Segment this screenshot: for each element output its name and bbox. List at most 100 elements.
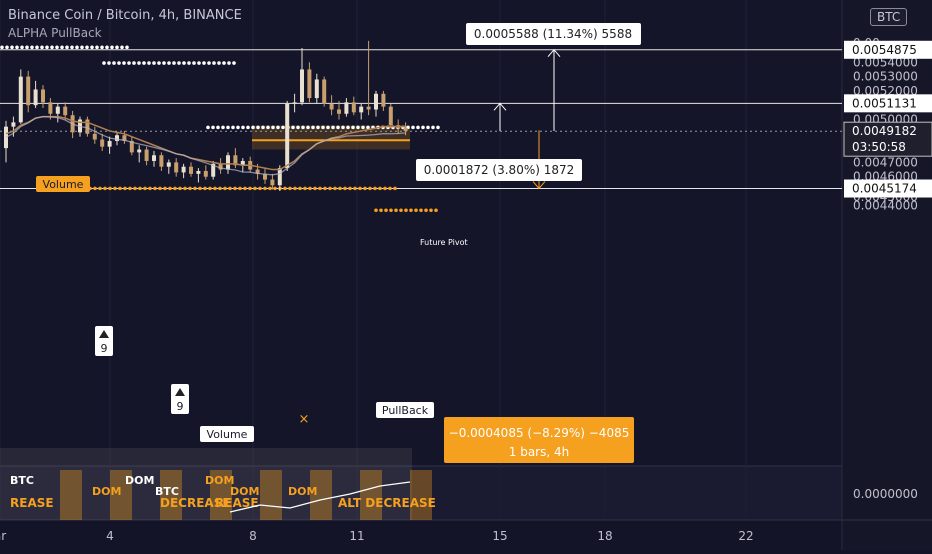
support-dots	[228, 186, 232, 191]
support-dots-right	[414, 208, 418, 213]
candle-body	[270, 179, 275, 186]
pivot-dots-top	[55, 45, 59, 50]
measure-label-down: −0.0004085 (−8.29%) −4085	[449, 426, 630, 440]
ema-line	[5, 115, 406, 171]
pivot-dots-top	[10, 45, 14, 50]
pivot-dots-upper	[162, 61, 166, 65]
support-dots	[383, 186, 387, 191]
future-pivot-dots	[246, 125, 250, 130]
pivot-dots-upper	[152, 61, 156, 65]
candle-body	[226, 155, 230, 170]
future-pivot-dots	[266, 125, 270, 130]
support-dots	[323, 186, 327, 191]
candle-body	[122, 135, 127, 141]
future-pivot-dots	[296, 125, 300, 130]
support-dots	[388, 186, 392, 191]
future-pivot-dots	[251, 125, 255, 130]
pivot-dots-upper	[132, 61, 136, 65]
price-tag-lower-bg	[844, 179, 932, 198]
pivot-dots-top	[35, 45, 39, 50]
measure-label-down-bg	[444, 417, 634, 463]
support-dots	[263, 186, 267, 191]
candle-body	[11, 122, 16, 127]
oscillator-band	[0, 448, 412, 520]
pivot-dots-top	[20, 45, 24, 50]
oscillator-tag: DOM	[230, 485, 259, 498]
pivot-dots-top	[85, 45, 89, 50]
support-dots	[338, 186, 342, 191]
future-pivot-dots	[276, 125, 280, 130]
support-dots	[203, 186, 207, 191]
candle-body	[115, 135, 119, 141]
measure-label-up-2: 0.0001872 (3.80%) 1872	[424, 163, 575, 177]
candle-body	[196, 170, 201, 174]
support-dots	[238, 186, 242, 191]
future-pivot-dots	[346, 125, 350, 130]
candle-body	[18, 76, 23, 123]
volume-tag: Volume	[43, 178, 84, 191]
support-dots-right	[424, 208, 428, 213]
pivot-dots-top	[45, 45, 49, 50]
candle-body	[218, 163, 223, 170]
support-dots	[308, 186, 312, 191]
pivot-dots-top	[105, 45, 109, 50]
pivot-dots-upper	[202, 61, 206, 65]
support-dots	[113, 186, 117, 191]
triangle-up-icon	[99, 330, 109, 338]
support-dots	[273, 186, 277, 191]
currency-badge[interactable]: BTC	[870, 8, 908, 26]
candle-body	[166, 162, 171, 167]
sequential-tag-bg	[95, 326, 113, 356]
volume-tag-bg	[36, 176, 90, 192]
pivot-dots-upper	[227, 61, 231, 65]
support-dots	[118, 186, 122, 191]
future-pivot-dots	[331, 125, 335, 130]
candle-body	[337, 109, 341, 114]
sequential-tag-bg	[171, 384, 189, 414]
future-pivot-dots	[301, 125, 305, 130]
support-dots	[258, 186, 262, 191]
support-dots	[253, 186, 257, 191]
oscillator-bar	[60, 470, 82, 520]
candle-body	[233, 155, 238, 166]
pivot-dots-upper	[222, 61, 226, 65]
volume-tag-bottom-bg	[200, 426, 254, 442]
support-dots-right	[379, 208, 383, 213]
time-axis-label: 11	[349, 529, 364, 543]
sma-line	[5, 116, 406, 176]
measure-arrowhead-down	[532, 181, 546, 190]
support-dots	[128, 186, 132, 191]
candle-body	[4, 126, 8, 149]
oscillator-tag: BTC	[155, 485, 179, 498]
future-pivot-dots	[256, 125, 260, 130]
support-dots	[173, 186, 177, 191]
pivot-dots-top	[25, 45, 29, 50]
future-pivot-dots	[261, 125, 265, 130]
candle-body	[255, 169, 260, 174]
candle-body	[63, 106, 68, 116]
pivot-dots-upper	[207, 61, 211, 65]
candle-body	[189, 166, 193, 174]
price-tag-lower: 0.0045174	[852, 182, 917, 196]
pivot-dots-upper	[112, 61, 116, 65]
support-dots-right	[404, 208, 408, 213]
candle-body	[41, 89, 45, 103]
pivot-dots-top	[110, 45, 114, 50]
oscillator-bar	[260, 470, 282, 520]
support-dots	[373, 186, 377, 191]
oscillator-bar	[160, 470, 182, 520]
oscillator-bar	[410, 470, 432, 520]
candle-body	[144, 149, 149, 161]
pivot-dots-top	[90, 45, 94, 50]
candle-body	[203, 170, 208, 177]
candle-body	[374, 93, 378, 110]
candle-body	[344, 102, 349, 114]
support-dots	[218, 186, 222, 191]
price-tag-mid-bg	[844, 94, 932, 113]
support-dots	[343, 186, 347, 191]
future-pivot-dots	[241, 125, 245, 130]
pivot-dots-upper	[212, 61, 216, 65]
cross-marker: ×	[299, 412, 310, 427]
pivot-dots-upper	[107, 61, 111, 65]
